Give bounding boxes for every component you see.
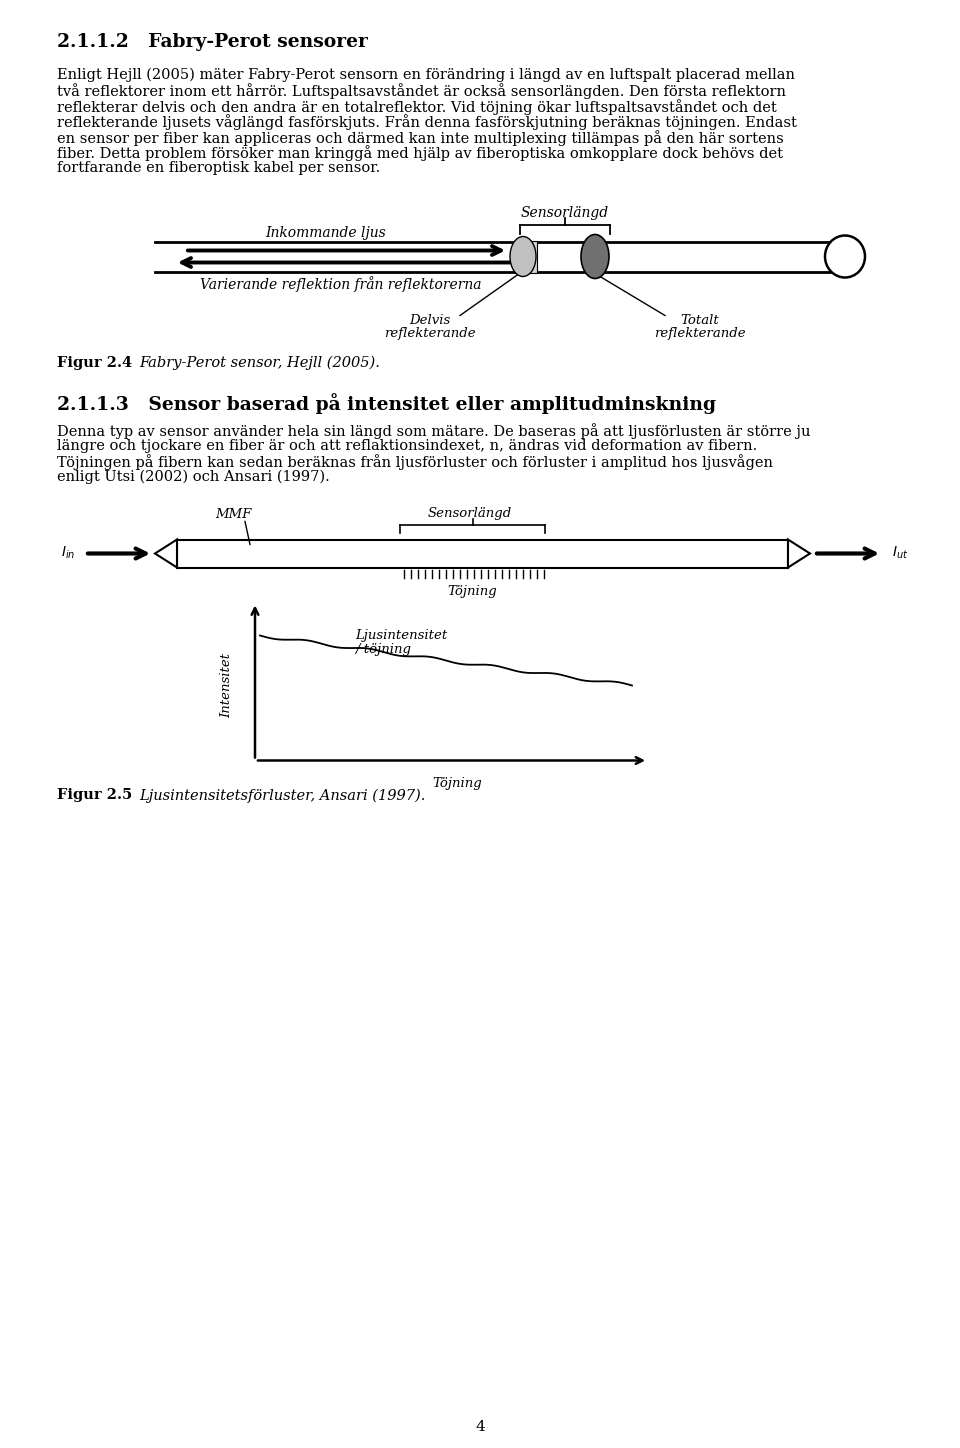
Text: Figur 2.4: Figur 2.4 — [57, 356, 132, 369]
Text: Ljusintensitet: Ljusintensitet — [355, 628, 447, 641]
Text: Sensorlängd: Sensorlängd — [428, 507, 512, 520]
Ellipse shape — [510, 236, 536, 277]
Text: MMF: MMF — [215, 507, 252, 520]
Text: $I_{ut}$: $I_{ut}$ — [892, 544, 908, 560]
Bar — [177, 540, 788, 568]
Bar — [515, 240, 537, 272]
Text: Ljusintensitetsförluster, Ansari (1997).: Ljusintensitetsförluster, Ansari (1997). — [139, 789, 425, 802]
Text: Töjning: Töjning — [447, 585, 497, 598]
Text: en sensor per fiber kan appliceras och därmed kan inte multiplexing tillämpas på: en sensor per fiber kan appliceras och d… — [57, 130, 783, 146]
Text: Figur 2.5: Figur 2.5 — [57, 789, 132, 802]
Text: Varierande reflektion från reflektorerna: Varierande reflektion från reflektorerna — [200, 277, 482, 292]
Ellipse shape — [825, 236, 865, 278]
Text: Intensitet: Intensitet — [221, 653, 233, 718]
Text: två reflektorer inom ett hårrör. Luftspaltsavståndet är också sensorlängden. Den: två reflektorer inom ett hårrör. Luftspa… — [57, 84, 786, 100]
Text: reflekterande: reflekterande — [384, 327, 476, 340]
Text: Fabry-Perot sensor, Hejll (2005).: Fabry-Perot sensor, Hejll (2005). — [139, 356, 380, 369]
Text: Enligt Hejll (2005) mäter Fabry-Perot sensorn en förändring i längd av en luftsp: Enligt Hejll (2005) mäter Fabry-Perot se… — [57, 68, 795, 83]
Text: reflekterar delvis och den andra är en totalreflektor. Vid töjning ökar luftspal: reflekterar delvis och den andra är en t… — [57, 98, 777, 114]
Text: 2.1.1.2   Fabry-Perot sensorer: 2.1.1.2 Fabry-Perot sensorer — [57, 33, 368, 51]
Polygon shape — [788, 540, 810, 568]
Text: längre och tjockare en fiber är och att reflaktionsindexet, n, ändras vid deform: längre och tjockare en fiber är och att … — [57, 439, 757, 453]
Text: Töjning: Töjning — [433, 776, 482, 789]
Text: 2.1.1.3   Sensor baserad på intensitet eller amplitudminskning: 2.1.1.3 Sensor baserad på intensitet ell… — [57, 394, 716, 414]
Text: / töjning: / töjning — [355, 643, 411, 656]
Text: $I_{in}$: $I_{in}$ — [60, 544, 75, 560]
Text: Totalt: Totalt — [681, 314, 719, 326]
Polygon shape — [155, 540, 177, 568]
Text: fortfarande en fiberoptisk kabel per sensor.: fortfarande en fiberoptisk kabel per sen… — [57, 161, 380, 175]
Text: 4: 4 — [475, 1420, 485, 1434]
Text: Denna typ av sensor använder hela sin längd som mätare. De baseras på att ljusfö: Denna typ av sensor använder hela sin lä… — [57, 423, 810, 439]
Text: Sensorlängd: Sensorlängd — [521, 207, 609, 220]
Text: Inkommande ljus: Inkommande ljus — [265, 226, 386, 239]
Text: enligt Utsi (2002) och Ansari (1997).: enligt Utsi (2002) och Ansari (1997). — [57, 471, 329, 485]
Text: Töjningen på fibern kan sedan beräknas från ljusförluster och förluster i amplit: Töjningen på fibern kan sedan beräknas f… — [57, 455, 773, 471]
Text: Delvis: Delvis — [409, 314, 450, 326]
Text: fiber. Detta problem försöker man kringgå med hjälp av fiberoptiska omkopplare d: fiber. Detta problem försöker man kringg… — [57, 145, 783, 161]
Text: reflekterande: reflekterande — [654, 327, 746, 340]
Ellipse shape — [581, 235, 609, 278]
Text: reflekterande ljusets våglängd fasförskjuts. Från denna fasförskjutning beräknas: reflekterande ljusets våglängd fasförskj… — [57, 114, 797, 130]
